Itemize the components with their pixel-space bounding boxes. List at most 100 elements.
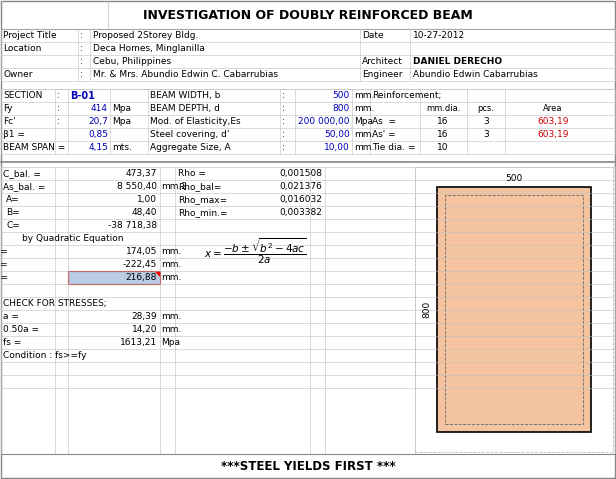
Text: :: : <box>282 143 285 152</box>
Text: Fc': Fc' <box>3 117 15 126</box>
Bar <box>68 271 160 284</box>
Text: BEAM DEPTH, d: BEAM DEPTH, d <box>150 104 220 113</box>
Text: c (-)=: c (-)= <box>0 260 8 269</box>
Text: $x = \dfrac{-b \pm \sqrt{b^2 - 4ac}}{2a}$: $x = \dfrac{-b \pm \sqrt{b^2 - 4ac}}{2a}… <box>203 237 307 266</box>
Text: mm.: mm. <box>161 325 181 334</box>
Text: A=: A= <box>6 195 20 204</box>
Text: 0,003382: 0,003382 <box>279 208 322 217</box>
Text: a =: a = <box>3 312 19 321</box>
Text: Date: Date <box>362 31 384 40</box>
Text: C=: C= <box>6 221 20 230</box>
Text: mm.: mm. <box>161 247 181 256</box>
Text: 0,016032: 0,016032 <box>279 195 322 204</box>
Text: 0,001508: 0,001508 <box>279 169 322 178</box>
Text: mm.: mm. <box>354 130 375 139</box>
Text: 28,39: 28,39 <box>131 312 157 321</box>
Text: INVESTIGATION OF DOUBLY REINFORCED BEAM: INVESTIGATION OF DOUBLY REINFORCED BEAM <box>143 9 473 22</box>
Text: mm.: mm. <box>354 143 375 152</box>
Text: Location: Location <box>3 44 41 53</box>
Text: Rho_bal=: Rho_bal= <box>178 182 221 191</box>
Text: 800: 800 <box>333 104 350 113</box>
Text: Aggregate Size, A: Aggregate Size, A <box>150 143 230 152</box>
Text: Rho =: Rho = <box>178 169 206 178</box>
Text: 16: 16 <box>437 117 448 126</box>
Text: 500: 500 <box>333 91 350 100</box>
Text: :: : <box>80 70 83 79</box>
Text: 4,15: 4,15 <box>88 143 108 152</box>
Text: mm.: mm. <box>161 273 181 282</box>
Text: mm.: mm. <box>161 312 181 321</box>
Text: Project Title: Project Title <box>3 31 57 40</box>
Text: Owner: Owner <box>3 70 33 79</box>
Text: 3: 3 <box>483 130 489 139</box>
Text: Mpa: Mpa <box>161 338 180 347</box>
Text: Steel covering, d': Steel covering, d' <box>150 130 229 139</box>
Text: mm.: mm. <box>354 104 375 113</box>
Text: Deca Homes, Minglanilla: Deca Homes, Minglanilla <box>93 44 205 53</box>
Text: :: : <box>57 104 60 113</box>
Text: 10-27-2012: 10-27-2012 <box>413 31 465 40</box>
Text: Mpa: Mpa <box>112 104 131 113</box>
Text: 800: 800 <box>423 301 431 318</box>
Text: As  =: As = <box>372 117 396 126</box>
Text: pcs.: pcs. <box>477 104 495 113</box>
Text: 174,05: 174,05 <box>126 247 157 256</box>
Text: Cebu, Philippines: Cebu, Philippines <box>93 57 171 66</box>
Text: mm.: mm. <box>161 260 181 269</box>
Text: :: : <box>282 91 285 100</box>
Text: 500: 500 <box>505 173 522 182</box>
Polygon shape <box>154 271 160 277</box>
Text: Use c =: Use c = <box>0 273 8 282</box>
Text: Rho_max=: Rho_max= <box>178 195 227 204</box>
Text: Mpa: Mpa <box>354 117 373 126</box>
Text: As_bal. =: As_bal. = <box>3 182 46 191</box>
Text: Abundio Edwin Cabarrubias: Abundio Edwin Cabarrubias <box>413 70 538 79</box>
Text: :: : <box>80 44 83 53</box>
Text: Area: Area <box>543 104 563 113</box>
Text: SECTION: SECTION <box>3 91 43 100</box>
Text: mm.: mm. <box>354 91 375 100</box>
Text: 0.50a =: 0.50a = <box>3 325 39 334</box>
Text: 1613,21: 1613,21 <box>120 338 157 347</box>
Text: 3: 3 <box>483 117 489 126</box>
Text: C_bal. =: C_bal. = <box>3 169 41 178</box>
Text: 10,00: 10,00 <box>324 143 350 152</box>
Text: :: : <box>57 91 60 100</box>
Text: :: : <box>282 117 285 126</box>
Text: 603,19: 603,19 <box>537 130 569 139</box>
Text: -222,45: -222,45 <box>123 260 157 269</box>
Bar <box>445 195 583 424</box>
Text: ***STEEL YIELDS FIRST ***: ***STEEL YIELDS FIRST *** <box>221 459 395 472</box>
Text: mm.2: mm.2 <box>161 182 187 191</box>
Bar <box>437 187 591 432</box>
Text: 48,40: 48,40 <box>131 208 157 217</box>
Text: 1,00: 1,00 <box>137 195 157 204</box>
Text: Condition : fs>=fy: Condition : fs>=fy <box>3 351 86 360</box>
Text: Proposed 2Storey Bldg.: Proposed 2Storey Bldg. <box>93 31 198 40</box>
Text: 216,88: 216,88 <box>126 273 157 282</box>
Text: 16: 16 <box>437 130 448 139</box>
Text: Engineer: Engineer <box>362 70 402 79</box>
Text: :: : <box>57 117 60 126</box>
Text: Architect: Architect <box>362 57 403 66</box>
Text: BEAM SPAN =: BEAM SPAN = <box>3 143 65 152</box>
Text: 14,20: 14,20 <box>131 325 157 334</box>
Text: DANIEL DERECHO: DANIEL DERECHO <box>413 57 502 66</box>
Text: 0,85: 0,85 <box>88 130 108 139</box>
Text: β1 =: β1 = <box>3 130 25 139</box>
Text: by Quadratic Equation: by Quadratic Equation <box>22 234 123 243</box>
Bar <box>415 167 613 452</box>
Text: mts.: mts. <box>112 143 132 152</box>
Text: :: : <box>282 104 285 113</box>
Text: 8 550,40: 8 550,40 <box>117 182 157 191</box>
Text: As' =: As' = <box>372 130 395 139</box>
Text: Rho_min.=: Rho_min.= <box>178 208 227 217</box>
Text: CHECK FOR STRESSES;: CHECK FOR STRESSES; <box>3 299 107 308</box>
Text: Mod. of Elasticity,Es: Mod. of Elasticity,Es <box>150 117 241 126</box>
Text: 10: 10 <box>437 143 448 152</box>
Text: fs =: fs = <box>3 338 21 347</box>
Text: Reinforcement;: Reinforcement; <box>372 91 442 100</box>
Text: Fy: Fy <box>3 104 12 113</box>
Text: 0,021376: 0,021376 <box>279 182 322 191</box>
Text: 20,7: 20,7 <box>88 117 108 126</box>
